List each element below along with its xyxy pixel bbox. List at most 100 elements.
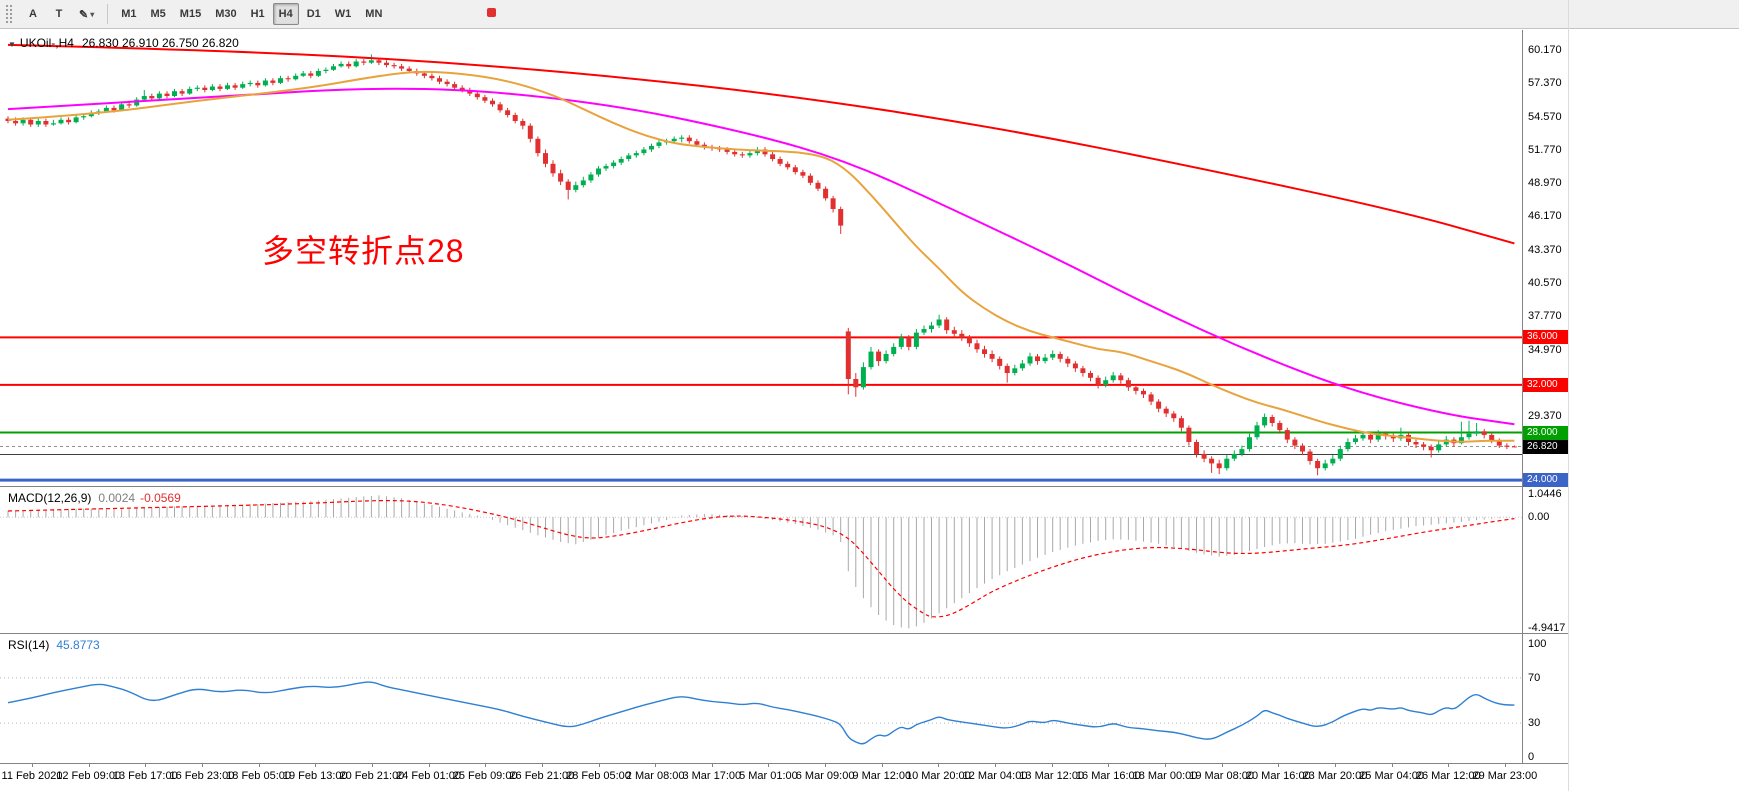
time-tick [32,764,33,767]
time-axis-label: 19 Feb 13:00 [282,770,348,782]
macd-main-value: 0.0024 [98,491,136,505]
time-tick [768,764,770,767]
time-tick [315,764,317,767]
rsi-panel[interactable]: RSI(14) 45.8773 [0,634,1522,763]
macd-panel[interactable]: MACD(12,26,9) 0.0024 -0.0569 [0,487,1522,633]
time-axis-label: 16 Mar 16:00 [1075,770,1141,782]
ohlc-values: 26.830 26.910 26.750 26.820 [81,36,239,50]
timeframe-button-m15[interactable]: M15 [174,3,207,25]
macd-label: MACD(12,26,9) 0.0024 -0.0569 [8,491,181,505]
price-axis-label: 60.170 [1528,44,1562,56]
macd-axis[interactable]: 1.0446 0.00 -4.9417 [1523,487,1568,635]
text-tool-button[interactable]: T [47,3,71,25]
rsi-name: RSI(14) [8,638,50,652]
time-axis-label: 26 Mar 12:00 [1415,770,1481,782]
rsi-axis[interactable]: 100 70 30 0 [1523,634,1568,763]
timeframe-button-m1[interactable]: M1 [115,3,142,25]
panel-divider[interactable] [0,486,1568,487]
time-axis-label: 26 Feb 21:00 [509,770,575,782]
price-badge: 32.000 [1523,377,1568,392]
macd-chart-canvas[interactable] [0,487,1522,633]
time-tick [655,764,657,767]
time-tick [825,764,827,767]
time-tick [145,764,147,767]
time-tick [881,764,883,767]
time-axis-label: 28 Feb 05:00 [566,770,631,782]
red-indicator-icon [487,8,496,17]
symbol-name: UKOil-,H4 [19,36,74,50]
timeframe-button-m30[interactable]: M30 [209,3,242,25]
time-axis-label: 2 Mar 08:00 [625,770,685,782]
time-tick [938,764,940,767]
time-tick [598,764,600,767]
time-axis-label: 25 Mar 04:00 [1359,770,1425,782]
timeframe-button-w1[interactable]: W1 [329,3,358,25]
time-tick [428,764,430,767]
symbol-dropdown-icon[interactable]: ▼ [8,40,16,49]
time-axis-label: 13 Mar 12:00 [1019,770,1085,782]
price-axis-label: 34.970 [1528,343,1562,356]
timeframe-buttons: M1 M5 M15 M30 H1 H4 D1 W1 MN [114,3,389,25]
time-axis-label: 12 Mar 04:00 [962,770,1028,782]
rsi-axis-label: 70 [1528,671,1541,684]
chart-toolbar: A T ✎ ▾ M1 M5 M15 M30 H1 H4 D1 W1 MN [0,0,1739,29]
cursor-tool-button[interactable]: A [21,3,45,25]
pencil-icon: ✎ [79,8,89,21]
price-badge: 24.000 [1523,473,1568,488]
timeframe-button-d1[interactable]: D1 [301,3,327,25]
price-axis-label: 57.370 [1528,77,1562,90]
timeframe-button-mn[interactable]: MN [359,3,388,25]
price-axis-label: 29.370 [1528,410,1562,423]
time-axis-label: 10 Mar 20:00 [905,770,971,782]
price-badge: 26.820 [1523,439,1568,454]
time-tick [1165,764,1166,767]
macd-axis-label: 1.0446 [1528,487,1562,500]
macd-axis-label: 0.00 [1528,511,1550,524]
price-chart-canvas[interactable] [0,30,1522,486]
time-axis-label: 16 Feb 23:00 [169,770,235,782]
rsi-value: 45.8773 [56,638,100,652]
rsi-axis-label: 100 [1528,637,1547,650]
time-axis-label: 18 Mar 00:00 [1132,770,1198,782]
timeframe-button-h4[interactable]: H4 [272,3,299,25]
window-right-border [1568,0,1569,791]
time-axis[interactable]: 11 Feb 2020 12 Feb 09:00 13 Feb 17:00 16 Fe… [0,763,1568,787]
price-axis-label: 40.570 [1528,277,1562,289]
time-axis-label: 3 Mar 17:00 [682,770,742,782]
time-tick [1391,764,1393,767]
time-tick [1221,764,1223,767]
price-axis-label: 37.770 [1528,310,1562,323]
time-tick [485,764,487,767]
time-tick [201,764,203,767]
time-axis-label: 12 Feb 09:00 [56,770,122,782]
timeframe-button-h1[interactable]: H1 [245,3,271,25]
macd-name: MACD(12,26,9) [8,491,92,505]
price-axis[interactable]: 60.170 57.370 54.570 51.770 48.970 46.170 43.3… [1523,30,1568,488]
time-tick [1448,764,1450,767]
price-axis-border [1522,30,1523,786]
time-axis-label: 11 Feb 2020 [1,770,63,782]
toolbar-separator [107,4,109,24]
time-axis-label: 5 Mar 01:00 [739,770,798,782]
panel-divider[interactable] [0,633,1568,634]
time-tick [1334,764,1336,767]
time-axis-label: 24 Feb 01:00 [396,770,461,782]
rsi-axis-label: 0 [1528,751,1535,763]
time-tick [1108,764,1110,767]
symbol-header[interactable]: ▼ UKOil-,H4 26.830 26.910 26.750 26.820 [8,36,239,50]
time-axis-label: 13 Feb 17:00 [112,770,178,782]
price-chart-panel[interactable]: ▼ UKOil-,H4 26.830 26.910 26.750 26.820 多空… [0,30,1522,486]
toolbar-grip-icon[interactable] [5,4,14,24]
time-tick [371,764,373,767]
chart-annotation[interactable]: 多空转折点28 [262,233,465,269]
macd-signal-value: -0.0569 [140,491,181,505]
macd-axis-label: -4.9417 [1528,622,1566,635]
timeframe-button-m5[interactable]: M5 [145,3,172,25]
draw-tool-button[interactable]: ✎ ▾ [73,3,100,25]
time-axis-label: 19 Mar 08:00 [1189,770,1255,782]
rsi-axis-label: 30 [1528,717,1541,730]
time-axis-label: 20 Mar 16:00 [1245,770,1311,782]
time-axis-label: 9 Mar 12:00 [852,770,912,782]
rsi-chart-canvas[interactable] [0,634,1522,763]
price-axis-label: 51.770 [1528,143,1562,156]
